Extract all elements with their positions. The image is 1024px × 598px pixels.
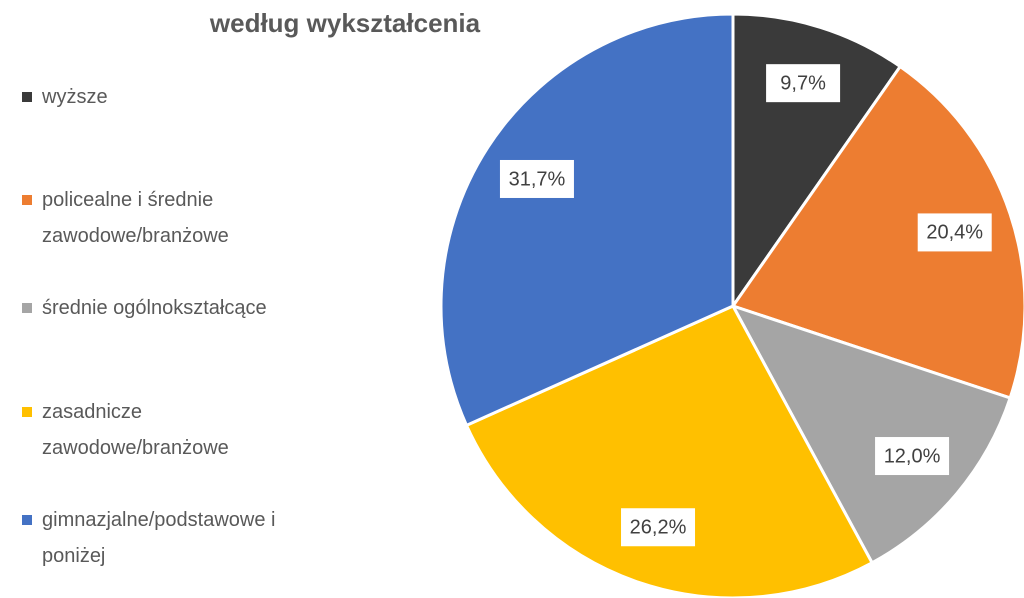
pie-slice xyxy=(439,12,735,428)
data-label: 12,0% xyxy=(884,445,941,467)
pie-slice xyxy=(464,304,875,598)
data-label-box xyxy=(917,213,992,252)
legend-swatch xyxy=(22,92,32,102)
data-label: 20,4% xyxy=(926,222,983,244)
data-label: 9,7% xyxy=(780,72,826,94)
legend-swatch xyxy=(22,515,32,525)
data-label-box xyxy=(766,64,841,103)
legend-swatch xyxy=(22,303,32,313)
legend-item: średnie ogólnokształcące xyxy=(22,290,322,326)
legend-swatch xyxy=(22,407,32,417)
data-label: 26,2% xyxy=(630,517,687,539)
chart-title: według wykształcenia xyxy=(209,8,481,38)
legend-label: zasadnicze zawodowe/branżowe xyxy=(42,401,229,459)
data-label-box xyxy=(621,508,696,547)
legend-label: gimnazjalne/podstawowe i poniżej xyxy=(42,509,276,567)
data-label-box xyxy=(875,437,950,476)
pie-slice xyxy=(730,64,1024,400)
data-label-box xyxy=(499,159,574,198)
legend-label: wyższe xyxy=(42,86,108,108)
legend-item: zasadnicze zawodowe/branżowe xyxy=(22,394,322,466)
legend-item: policealne i średnie zawodowe/branżowe xyxy=(22,182,322,254)
legend-label: średnie ogólnokształcące xyxy=(42,297,267,319)
legend-swatch xyxy=(22,195,32,205)
legend-item: wyższe xyxy=(22,79,322,115)
legend-item: gimnazjalne/podstawowe i poniżej xyxy=(22,502,322,574)
pie-slice xyxy=(729,303,1013,565)
data-label: 31,7% xyxy=(509,168,566,190)
legend-label: policealne i średnie zawodowe/branżowe xyxy=(42,189,229,247)
